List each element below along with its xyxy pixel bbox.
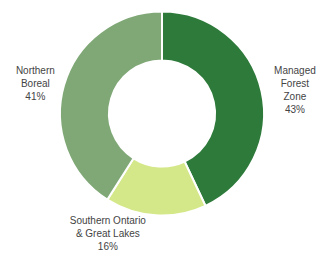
svg-text:Southern Ontario& Great Lakes1: Southern Ontario& Great Lakes16%: [70, 215, 147, 252]
svg-text:ManagedForestZone43%: ManagedForestZone43%: [274, 65, 316, 115]
svg-text:NorthernBoreal41%: NorthernBoreal41%: [16, 65, 55, 102]
